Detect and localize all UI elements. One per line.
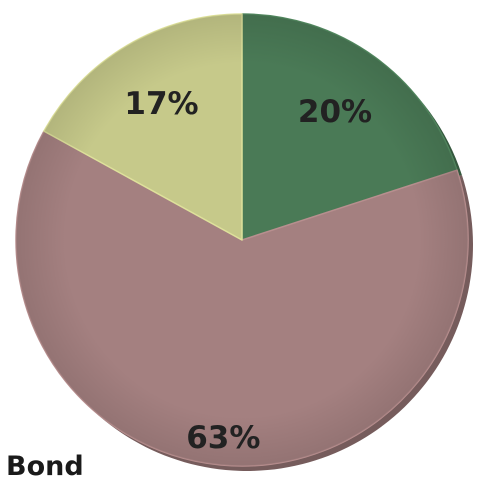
pie-slices: [15, 13, 469, 467]
slice-label-17-pct: 17%: [124, 86, 198, 122]
slice-label-20-pct: 20%: [298, 94, 372, 130]
slice-label-63-pct: 63%: [186, 420, 260, 456]
legend-label: Bond: [6, 451, 84, 482]
pie-labels: 20% 63% 17%: [124, 86, 372, 456]
